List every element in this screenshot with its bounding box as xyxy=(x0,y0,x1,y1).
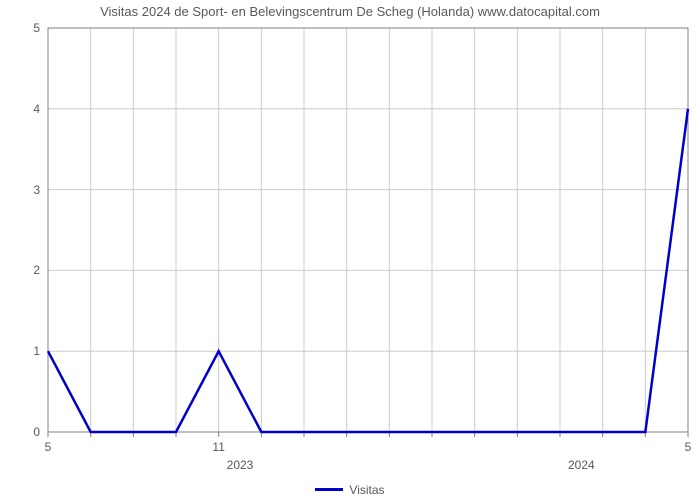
y-tick-label: 4 xyxy=(0,102,40,116)
x-group-label: 2024 xyxy=(568,458,595,472)
x-tick-label: 5 xyxy=(45,440,52,454)
legend-swatch xyxy=(315,488,343,491)
legend-label: Visitas xyxy=(349,483,384,497)
chart-plot-area xyxy=(48,28,688,462)
y-tick-label: 1 xyxy=(0,344,40,358)
legend-item-visitas: Visitas xyxy=(315,483,384,497)
x-tick-label: 11 xyxy=(212,440,224,454)
y-tick-label: 2 xyxy=(0,263,40,277)
chart-title: Visitas 2024 de Sport- en Belevingscentr… xyxy=(0,4,700,19)
chart-legend: Visitas xyxy=(0,480,700,497)
y-tick-label: 5 xyxy=(0,21,40,35)
x-group-label: 2023 xyxy=(227,458,254,472)
y-tick-label: 3 xyxy=(0,183,40,197)
visits-chart: Visitas 2024 de Sport- en Belevingscentr… xyxy=(0,0,700,500)
x-tick-label: 5 xyxy=(685,440,692,454)
y-tick-label: 0 xyxy=(0,425,40,439)
